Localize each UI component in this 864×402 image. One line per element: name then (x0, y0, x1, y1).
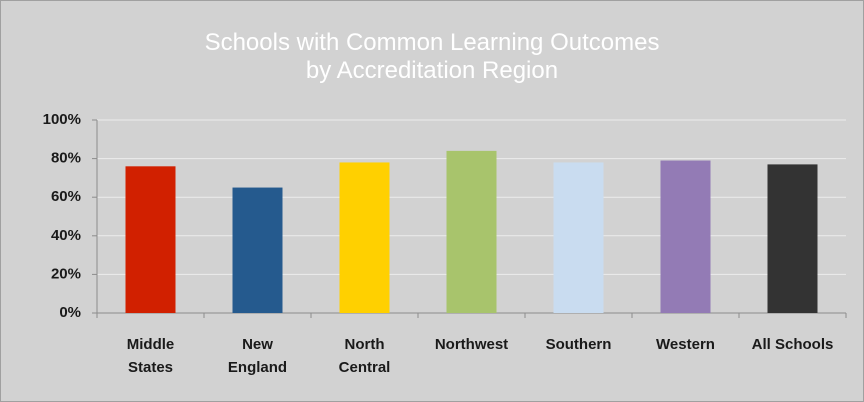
y-tick-label: 100% (43, 111, 81, 128)
y-tick-label: 80% (51, 150, 81, 167)
x-tick-label: Western (656, 336, 715, 353)
bar (125, 166, 176, 313)
bar (767, 164, 818, 313)
bar (446, 150, 497, 313)
x-tick-label: Northwest (435, 336, 508, 353)
bar (232, 187, 283, 313)
x-tick-label: North Central (339, 336, 391, 376)
x-tick-label: Middle States (127, 336, 175, 376)
y-tick-label: 0% (59, 304, 81, 321)
y-tick-label: 20% (51, 265, 81, 282)
bar (339, 162, 390, 313)
chart-title: Schools with Common Learning Outcomes by … (205, 29, 660, 84)
bar (553, 162, 604, 313)
y-tick-label: 60% (51, 188, 81, 205)
bar (660, 160, 711, 313)
x-tick-label: Southern (546, 336, 612, 353)
x-tick-label: All Schools (752, 336, 834, 353)
x-tick-label: New England (228, 336, 287, 376)
y-tick-label: 40% (51, 227, 81, 244)
